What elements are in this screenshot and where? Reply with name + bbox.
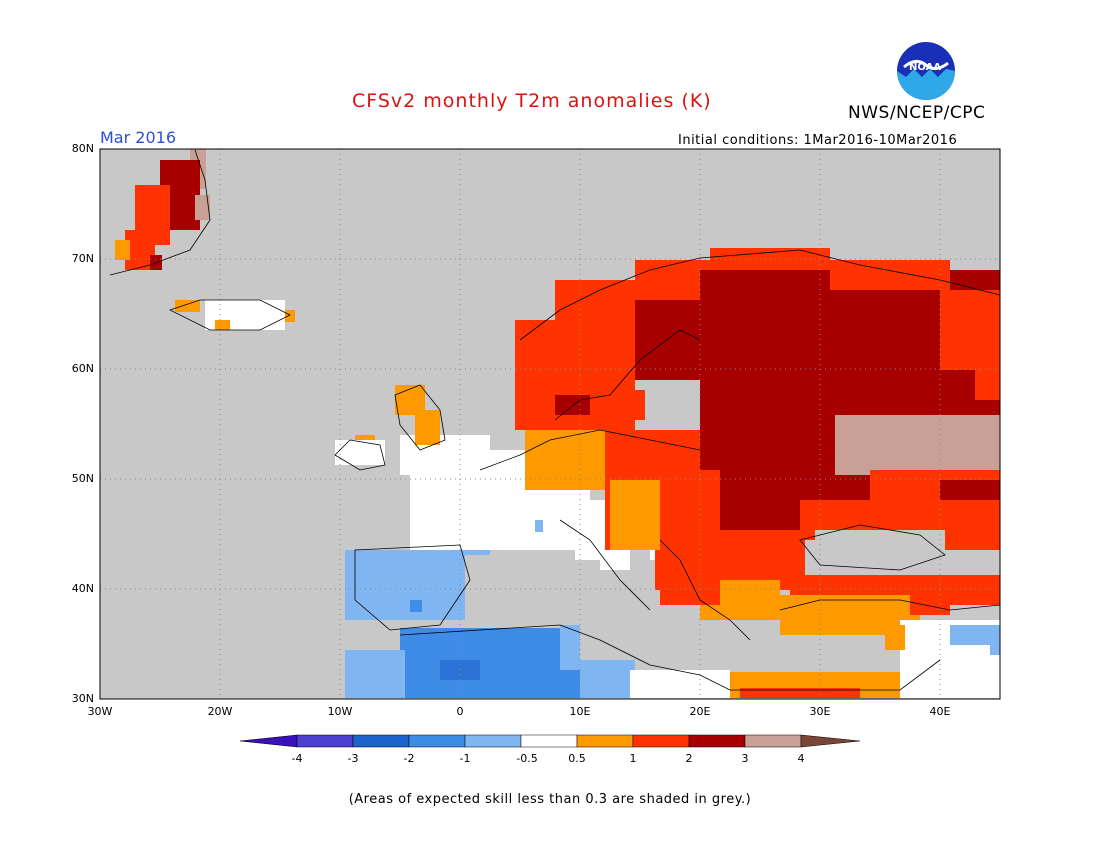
colorbar-tick: 4	[797, 752, 805, 765]
colorbar-low-arrow	[239, 734, 298, 748]
lon-label: 30E	[809, 705, 831, 718]
middle-east-anomaly	[630, 620, 1000, 698]
initial-conditions: Initial conditions: 1Mar2016-10Mar2016	[678, 133, 958, 148]
chart-title: CFSv2 monthly T2m anomalies (K)	[352, 90, 712, 112]
skill-footnote: (Areas of expected skill less than 0.3 a…	[348, 792, 752, 807]
russia-anomaly	[700, 260, 1000, 550]
noaa-logo-text: NOAA	[909, 62, 942, 73]
lon-label: 0	[456, 705, 464, 718]
coastlines	[109, 149, 1001, 691]
colorbar	[239, 734, 861, 748]
colorbar-tick: -2	[403, 752, 415, 765]
agency-label: NWS/NCEP/CPC	[848, 103, 986, 123]
lat-label: 50N	[71, 472, 94, 485]
lat-label: 80N	[71, 142, 94, 155]
map-frame	[99, 148, 1001, 700]
greenland-anomaly	[115, 149, 210, 270]
colorbar-tick: 0.5	[568, 752, 586, 765]
central-europe-anomaly	[525, 430, 805, 620]
noaa-logo-text-holder: NOAA	[895, 40, 957, 102]
colorbar-tick: -4	[291, 752, 303, 765]
scandinavia-anomaly	[515, 248, 830, 430]
colorbar-tick: 3	[741, 752, 749, 765]
lon-label: 20E	[689, 705, 711, 718]
north-africa-anomaly	[345, 625, 635, 698]
lat-label: 70N	[71, 252, 94, 265]
colorbar-tick: -0.5	[516, 752, 538, 765]
lon-label: 20W	[207, 705, 233, 718]
grid-lines	[100, 149, 1000, 699]
colorbar-tick: -3	[347, 752, 359, 765]
colorbar-tick: -1	[459, 752, 471, 765]
lon-label: 40E	[929, 705, 951, 718]
lat-label: 40N	[71, 582, 94, 595]
iceland-anomaly	[175, 300, 295, 330]
colorbar-tick: 2	[685, 752, 693, 765]
lon-label: 30W	[87, 705, 113, 718]
lon-label: 10E	[569, 705, 591, 718]
lat-label: 60N	[71, 362, 94, 375]
noaa-logo-icon	[895, 40, 957, 102]
lon-label: 10W	[327, 705, 353, 718]
british-isles-anomaly	[335, 385, 440, 465]
forecast-month: Mar 2016	[100, 128, 176, 147]
colorbar-high-arrow	[800, 734, 861, 748]
colorbar-tick: 1	[629, 752, 637, 765]
lat-label: 30N	[71, 692, 94, 705]
